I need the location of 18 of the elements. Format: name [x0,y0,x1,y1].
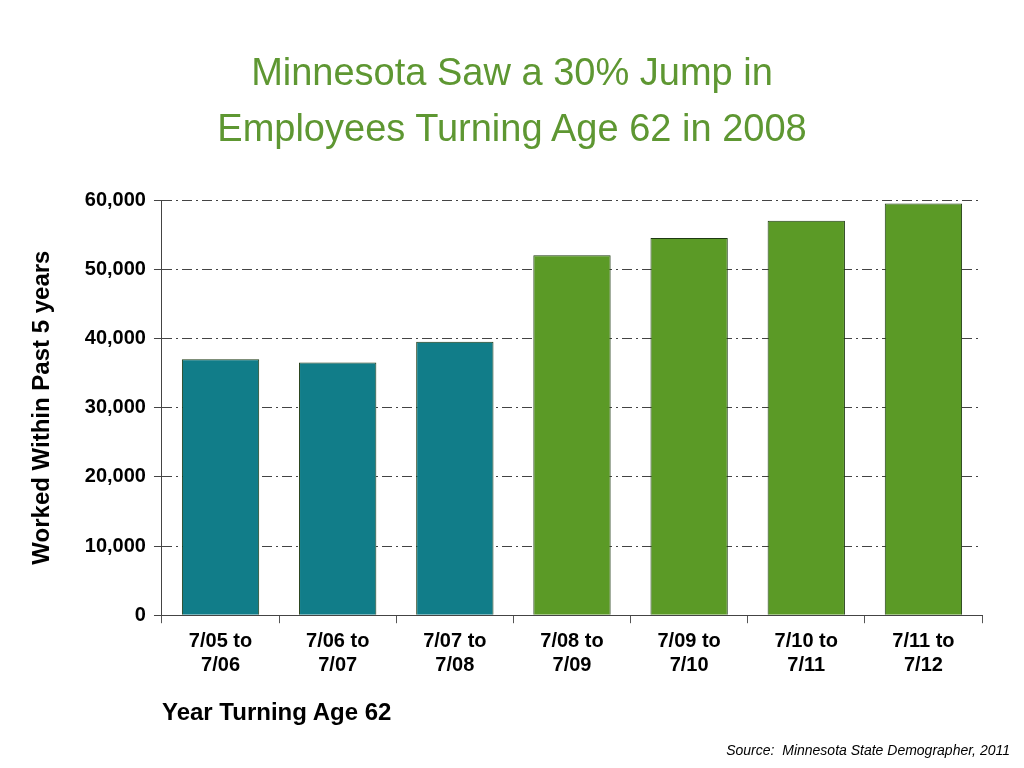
y-tick-label: 20,000 [84,464,146,487]
x-axis-title: Year Turning Age 62 [161,698,392,726]
x-tick-label: 7/11 to 7/12 [892,628,955,675]
source-note: Source: Minnesota State Demographer, 2011 [726,742,1010,758]
x-tick-label: 7/10 to 7/11 [774,628,838,675]
x-tick-label: 7/05 to 7/06 [188,628,253,675]
x-tick-label: 7/08 to 7/09 [540,628,604,675]
y-tick-label: 0 [134,602,146,625]
y-tick-label: 60,000 [84,187,146,210]
chart-title: Minnesota Saw a 30% Jump in Employees Turning Age 62 in 2008 [216,50,808,151]
y-axis-title: Worked Within Past 5 years [27,250,55,565]
x-tick-label: 7/06 to 7/07 [306,628,370,675]
y-tick-label: 40,000 [84,325,146,348]
y-tick-label: 10,000 [84,533,146,556]
x-tick-label: 7/07 to 7/08 [423,628,487,675]
y-tick-label: 30,000 [84,395,146,418]
y-tick-label: 50,000 [84,256,146,279]
x-tick-label: 7/09 to 7/10 [657,628,721,675]
